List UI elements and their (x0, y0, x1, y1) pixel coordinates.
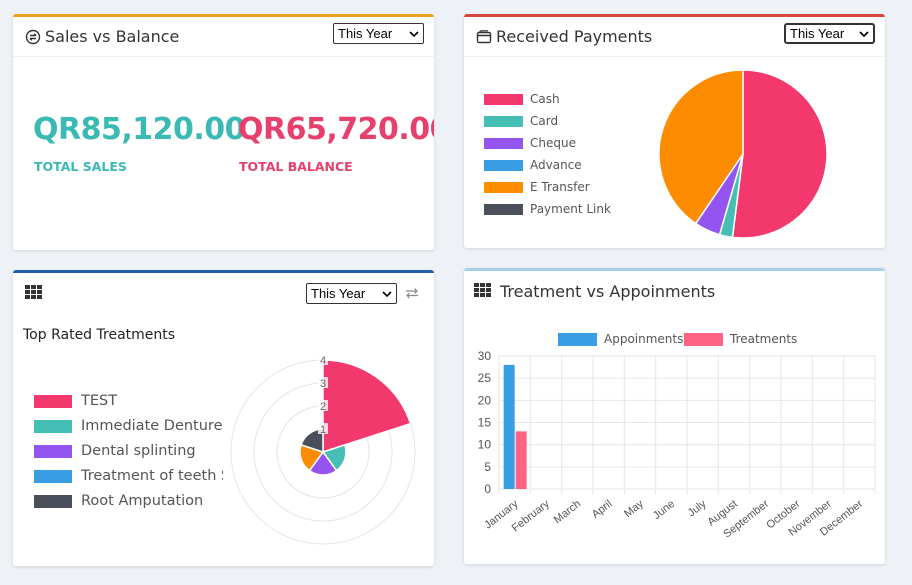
radial-tick-backdrop (318, 400, 328, 411)
legend-label: Cash (530, 92, 560, 106)
y-tick-label: 25 (478, 371, 492, 385)
legend-item-test[interactable]: TEST (34, 393, 117, 409)
legend-item-card[interactable]: Card (484, 114, 558, 128)
chevron-down-icon (409, 31, 419, 37)
legend-swatch (34, 444, 72, 458)
radial-tick-label: 3 (320, 378, 326, 390)
chevron-down-icon (382, 291, 392, 297)
y-tick-label: 5 (484, 460, 491, 474)
radial-tick-label: 4 (320, 355, 326, 367)
legend-swatch (484, 203, 523, 215)
payments-pie-chart (658, 69, 828, 239)
legend-label: Cheque (530, 136, 576, 150)
x-tick-label: June (651, 498, 677, 522)
legend-swatch (484, 93, 523, 105)
dollar-circle-icon (25, 29, 41, 45)
card-accent-bar (464, 268, 885, 271)
legend-item-advance[interactable]: Advance (484, 158, 582, 172)
x-tick-label: May (622, 498, 646, 521)
x-tick-label: July (686, 498, 709, 520)
y-tick-label: 20 (478, 393, 492, 407)
legend-swatch-appoinments[interactable] (558, 333, 597, 346)
legend-label: Root Amputation (81, 493, 204, 509)
sales-vs-balance-card: Sales vs Balance This Year QR85,120.00 T… (13, 14, 434, 250)
period-select-value: This Year (311, 286, 366, 301)
y-tick-label: 0 (484, 482, 491, 496)
legend-swatch (34, 394, 72, 408)
total-balance-value: QR65,720.00 (238, 112, 434, 147)
legend-swatch (484, 137, 523, 149)
legend-item-cash[interactable]: Cash (484, 92, 560, 106)
received-payments-card: Received Payments This Year Cash Card Cheq… (464, 14, 885, 248)
card-header: Sales vs Balance This Year (13, 17, 434, 57)
legend-label: Dental splinting (81, 443, 196, 459)
x-tick-label: March (552, 498, 583, 526)
total-sales-value: QR85,120.00 (33, 112, 246, 147)
swap-arrows-icon[interactable] (405, 287, 419, 299)
card-title: Sales vs Balance (45, 27, 180, 46)
chevron-down-icon (859, 31, 869, 37)
legend-item-e-transfer[interactable]: E Transfer (484, 180, 590, 194)
legend-swatch (484, 181, 523, 193)
card-title: Received Payments (496, 27, 653, 46)
legend-item-immediate-denture[interactable]: Immediate Denture (34, 418, 223, 434)
card-accent-bar (13, 14, 434, 17)
radial-tick-backdrop (318, 377, 328, 388)
legend-item-treatment-of-teeth-se[interactable]: Treatment of teeth Se (34, 468, 223, 484)
legend-item-payment-link[interactable]: Payment Link (484, 202, 611, 216)
card-accent-bar (464, 14, 885, 17)
x-tick-label: April (590, 498, 615, 521)
y-tick-label: 15 (478, 416, 492, 430)
legend-swatch (34, 419, 72, 433)
legend-swatch (34, 469, 72, 483)
card-header: Received Payments This Year (464, 17, 885, 57)
legend-label: Treatment of teeth Se (81, 468, 223, 484)
top-treatments-card: This Year Top Rated Treatments TEST Immed… (13, 270, 434, 566)
polar-segment-test[interactable] (322, 359, 412, 454)
period-select-value: This Year (338, 26, 393, 41)
legend-label-appoinments[interactable]: Appoinments (604, 332, 683, 346)
legend-swatch-treatments[interactable] (684, 333, 723, 346)
period-select-value: This Year (790, 26, 845, 41)
legend-swatch (34, 494, 72, 508)
radial-tick-label: 2 (320, 401, 326, 413)
treatment-vs-appointments-card: Treatment vs Appoinments Appoinments Trea… (464, 268, 885, 564)
bar-appoinments-january[interactable] (503, 364, 515, 489)
wallet-icon (476, 30, 492, 44)
period-select[interactable]: This Year (306, 283, 397, 304)
legend-label-treatments[interactable]: Treatments (729, 332, 797, 346)
card-accent-bar (13, 270, 434, 273)
grid-icon (25, 285, 42, 299)
total-sales-label: TOTAL SALES (34, 159, 127, 174)
radial-tick-backdrop (318, 423, 328, 434)
card-title: Treatment vs Appoinments (500, 282, 716, 301)
legend-swatch (484, 159, 523, 171)
legend-label: Card (530, 114, 559, 128)
legend-item-root-amputation[interactable]: Root Amputation (34, 493, 203, 509)
legend-label: Advance (530, 158, 582, 172)
y-tick-label: 30 (478, 349, 492, 363)
legend-label: Payment Link (530, 202, 611, 216)
legend-swatch (484, 115, 523, 127)
legend-item-cheque[interactable]: Cheque (484, 136, 576, 150)
chart-subtitle: Top Rated Treatments (23, 327, 176, 343)
grid-icon (474, 283, 491, 297)
total-balance-label: TOTAL BALANCE (239, 159, 353, 174)
treatment-appointments-bar-chart: Appoinments Treatments051015202530January… (478, 332, 876, 540)
period-select[interactable]: This Year (784, 23, 875, 44)
treatments-polar-chart: 1 2 3 4 (230, 354, 416, 545)
bar-treatments-january[interactable] (515, 431, 527, 489)
pie-slice-e-transfer[interactable] (658, 69, 744, 225)
radial-tick-backdrop (318, 354, 328, 365)
legend-label: TEST (81, 393, 118, 409)
pie-slice-cash[interactable] (731, 69, 828, 239)
radial-tick-label: 1 (320, 424, 326, 436)
legend-label: Immediate Denture (81, 418, 223, 434)
legend-item-dental-splinting[interactable]: Dental splinting (34, 443, 196, 459)
y-tick-label: 10 (478, 438, 492, 452)
period-select[interactable]: This Year (333, 23, 424, 44)
legend-label: E Transfer (530, 180, 590, 194)
